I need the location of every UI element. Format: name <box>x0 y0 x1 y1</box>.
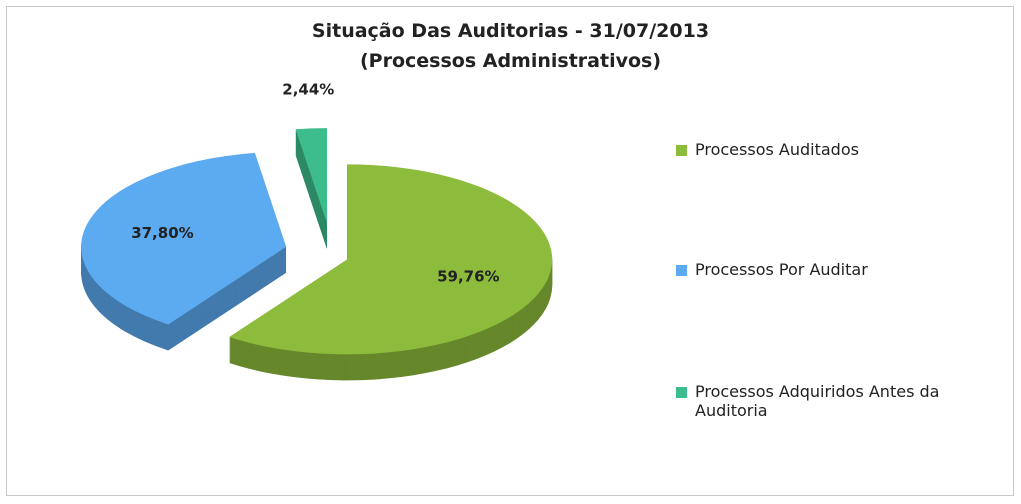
slice <box>229 164 553 381</box>
slice <box>295 128 327 250</box>
legend-label: Processos Por Auditar <box>695 260 868 279</box>
chart-title: Situação Das Auditorias - 31/07/2013 <box>311 20 710 42</box>
data-label: 2,44% <box>282 81 334 99</box>
legend-swatch <box>676 265 687 276</box>
legend-swatch <box>676 145 687 156</box>
pie-chart: 59,76% 37,80% 2,44% <box>81 81 553 381</box>
chart-subtitle: (Processos Administrativos) <box>359 50 662 72</box>
legend-label: Processos Adquiridos Antes da Auditoria <box>695 382 940 420</box>
data-label: 37,80% <box>131 224 193 242</box>
slice <box>81 152 287 325</box>
legend-label: Processos Auditados <box>695 140 859 159</box>
legend-swatch <box>676 387 687 398</box>
slice <box>229 164 553 355</box>
legend-item: Processos Adquiridos Antes da Auditoria <box>676 382 1006 420</box>
chart-frame <box>6 6 1014 496</box>
data-label: 59,76% <box>437 268 499 286</box>
slice <box>295 128 327 224</box>
slice <box>81 152 287 351</box>
legend-item: Processos Auditados <box>676 140 1006 159</box>
legend-item: Processos Por Auditar <box>676 260 1006 279</box>
